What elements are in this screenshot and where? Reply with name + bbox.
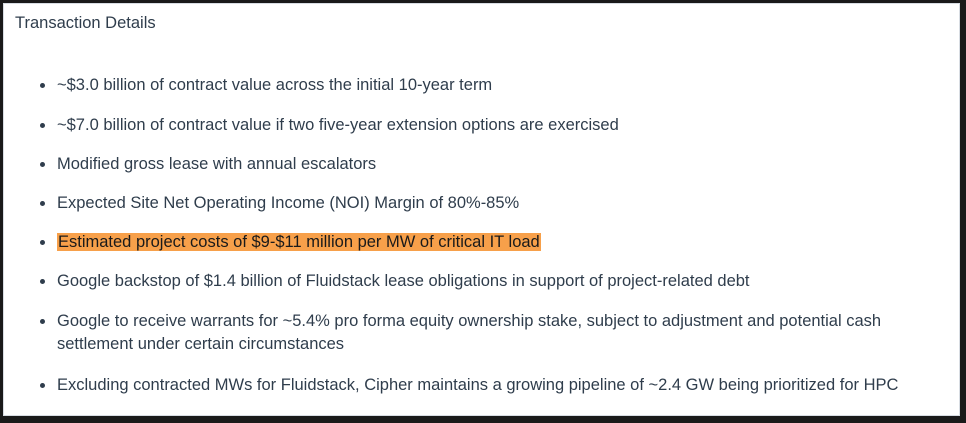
section-title: Transaction Details: [15, 14, 156, 32]
list-item: Google to receive warrants for ~5.4% pro…: [40, 310, 947, 356]
list-item: Excluding contracted MWs for Fluidstack,…: [40, 374, 947, 397]
bullet-icon: [40, 123, 45, 128]
list-item: Expected Site Net Operating Income (NOI)…: [40, 192, 947, 215]
list-item: Google backstop of $1.4 billion of Fluid…: [40, 270, 947, 293]
list-item: Modified gross lease with annual escalat…: [40, 153, 947, 176]
list-item: ~$7.0 billion of contract value if two f…: [40, 114, 947, 137]
bullet-icon: [40, 383, 45, 388]
list-item-text: Expected Site Net Operating Income (NOI)…: [57, 194, 520, 212]
bullet-icon: [40, 201, 45, 206]
list-item-text: Google backstop of $1.4 billion of Fluid…: [57, 272, 750, 290]
list-item-text: ~$3.0 billion of contract value across t…: [57, 76, 493, 94]
bullet-icon: [40, 279, 45, 284]
list-item-text: Excluding contracted MWs for Fluidstack,…: [57, 376, 899, 394]
bullet-icon: [40, 319, 45, 324]
bullet-icon: [40, 83, 45, 88]
list-item-text: ~$7.0 billion of contract value if two f…: [57, 116, 619, 134]
list-item: Estimated project costs of $9-$11 millio…: [40, 231, 947, 254]
bullet-icon: [40, 240, 45, 245]
transaction-details-panel: Transaction Details ~$3.0 billion of con…: [3, 3, 960, 416]
list-item-text: Google to receive warrants for ~5.4% pro…: [57, 312, 882, 353]
list-item-text: Modified gross lease with annual escalat…: [57, 155, 377, 173]
bullet-icon: [40, 162, 45, 167]
highlighted-text: Estimated project costs of $9-$11 millio…: [57, 233, 541, 251]
list-item: ~$3.0 billion of contract value across t…: [40, 74, 947, 97]
